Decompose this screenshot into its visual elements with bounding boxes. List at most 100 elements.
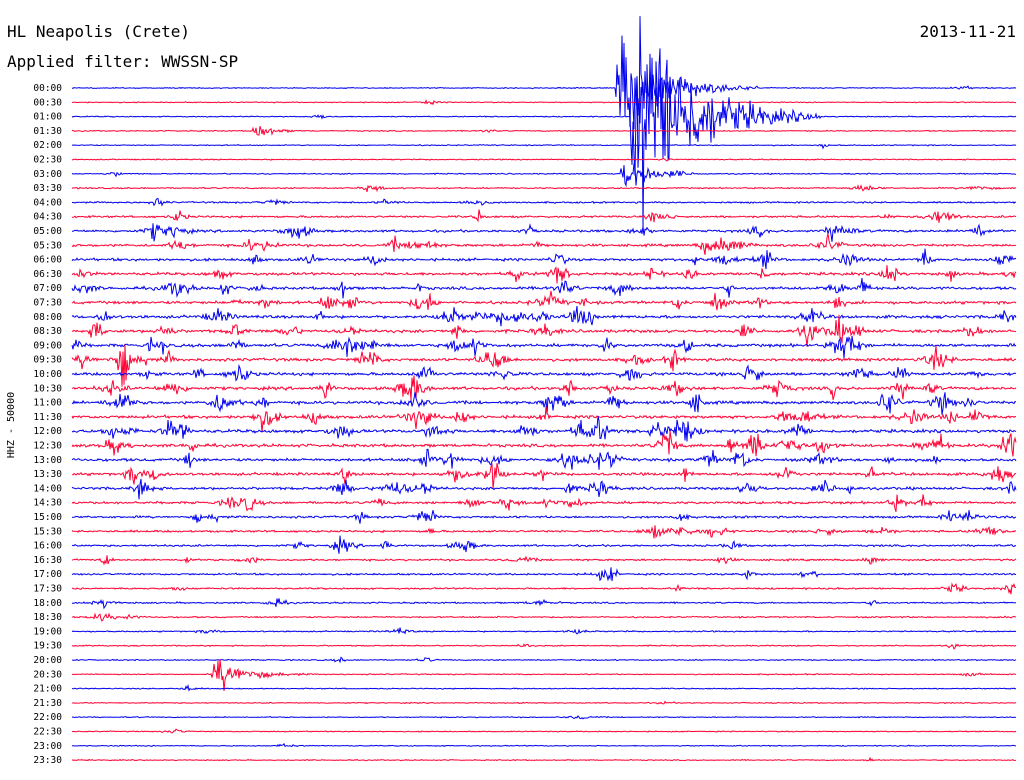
time-tick-label: 01:00 [33, 112, 62, 123]
trace-2000 [71, 656, 1017, 664]
trace-1330 [72, 463, 1017, 489]
time-tick-label: 22:30 [33, 727, 62, 738]
trace-0830 [71, 314, 1017, 347]
time-tick-label: 09:30 [33, 355, 62, 366]
trace-2200 [71, 715, 1017, 720]
time-tick-label: 17:00 [33, 569, 62, 580]
trace-1700 [71, 567, 1016, 582]
time-tick-label: 03:30 [33, 183, 62, 194]
trace-1730 [71, 582, 1017, 595]
trace-1100 [71, 392, 1017, 415]
time-tick-label: 23:00 [33, 741, 62, 752]
time-tick-label: 09:00 [33, 340, 62, 351]
time-tick-label: 00:30 [33, 97, 62, 108]
trace-1830 [71, 612, 1017, 622]
time-tick-label: 08:00 [33, 312, 62, 323]
time-tick-label: 01:30 [33, 126, 62, 137]
trace-0430 [71, 209, 1017, 223]
trace-1400 [71, 478, 1017, 500]
trace-1230 [71, 430, 1017, 457]
time-tick-label: 11:30 [33, 412, 62, 423]
trace-0730 [71, 290, 1017, 311]
time-tick-label: 04:30 [33, 212, 62, 223]
trace-1800 [71, 598, 1017, 610]
trace-1600 [71, 535, 1017, 554]
trace-1430 [71, 494, 1017, 512]
time-tick-label: 02:30 [33, 155, 62, 166]
trace-2130 [71, 700, 1017, 705]
time-tick-label: 07:00 [33, 283, 62, 294]
trace-1900 [71, 627, 1017, 635]
time-tick-label: 08:30 [33, 326, 62, 337]
time-tick-label: 23:30 [33, 755, 62, 766]
time-tick-label: 19:30 [33, 641, 62, 652]
trace-0330 [71, 184, 1017, 193]
time-tick-label: 19:00 [33, 626, 62, 637]
time-tick-label: 18:00 [33, 598, 62, 609]
time-tick-label: 15:00 [33, 512, 62, 523]
trace-0630 [71, 265, 1017, 284]
trace-0200 [71, 143, 1017, 150]
station-title: HL Neapolis (Crete) [7, 22, 190, 41]
time-tick-label: 12:30 [33, 441, 62, 452]
trace-0600 [71, 248, 1017, 270]
trace-0800 [71, 305, 1017, 327]
time-tick-label: 13:30 [33, 469, 62, 480]
time-tick-label: 14:30 [33, 498, 62, 509]
time-tick-label: 15:30 [33, 526, 62, 537]
trace-1030 [71, 375, 1017, 401]
time-tick-label: 22:00 [33, 712, 62, 723]
trace-0900 [71, 335, 1017, 359]
trace-1530 [71, 525, 1017, 539]
trace-0300 [71, 163, 1016, 188]
y-axis-label: HHZ - 50000 [6, 392, 17, 458]
time-tick-label: 16:00 [33, 541, 62, 552]
time-tick-label: 12:00 [33, 426, 62, 437]
time-tick-label: 20:30 [33, 669, 62, 680]
time-tick-label: 21:30 [33, 698, 62, 709]
time-tick-label: 11:00 [33, 398, 62, 409]
time-tick-label: 06:30 [33, 269, 62, 280]
trace-0100 [71, 16, 1017, 230]
filter-label: Applied filter: WWSSN-SP [7, 52, 238, 71]
trace-2330 [72, 756, 1017, 762]
plot-date: 2013-11-21 [920, 22, 1016, 41]
trace-0000 [71, 35, 1017, 130]
trace-1200 [71, 416, 1017, 442]
trace-1930 [71, 643, 1017, 650]
trace-2100 [71, 684, 1017, 692]
trace-0400 [71, 198, 1017, 207]
time-tick-label: 21:00 [33, 684, 62, 695]
time-tick-label: 05:30 [33, 240, 62, 251]
trace-1130 [71, 406, 1017, 433]
time-tick-label: 17:30 [33, 584, 62, 595]
trace-0230 [71, 157, 1017, 162]
trace-2030 [72, 659, 1016, 692]
trace-1000 [71, 363, 1017, 382]
time-tick-label: 02:00 [33, 140, 62, 151]
time-tick-label: 07:30 [33, 298, 62, 309]
trace-0130 [71, 126, 1017, 136]
trace-2300 [71, 742, 1017, 748]
time-tick-label: 14:00 [33, 483, 62, 494]
trace-0930 [71, 344, 1017, 387]
trace-0500 [71, 223, 1017, 242]
time-tick-label: 03:00 [33, 169, 62, 180]
trace-1300 [71, 448, 1017, 470]
time-tick-label: 13:00 [33, 455, 62, 466]
trace-1500 [71, 510, 1017, 524]
time-tick-label: 10:30 [33, 383, 62, 394]
time-tick-label: 04:00 [33, 197, 62, 208]
time-tick-label: 16:30 [33, 555, 62, 566]
trace-2230 [71, 728, 1017, 734]
time-tick-label: 00:00 [33, 83, 62, 94]
trace-0030 [71, 98, 1016, 106]
trace-0700 [71, 278, 1017, 299]
time-tick-label: 10:00 [33, 369, 62, 380]
seismic-traces [71, 16, 1017, 762]
trace-1630 [71, 555, 1017, 566]
time-tick-label: 05:00 [33, 226, 62, 237]
time-tick-label: 18:30 [33, 612, 62, 623]
trace-0530 [71, 233, 1017, 255]
